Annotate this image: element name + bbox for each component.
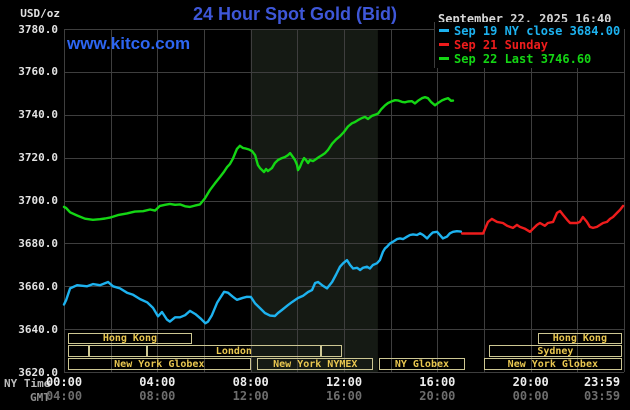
page-title: 24 Hour Spot Gold (Bid) [193, 4, 397, 24]
session-label: London [215, 345, 252, 357]
y-axis-tick: 3760.0 [18, 65, 58, 79]
x-tick-ny-time: 12:00 [325, 375, 363, 389]
x-tick-ny-time: 20:00 [512, 375, 549, 389]
x-axis-gmt-label: GMT [30, 391, 50, 404]
legend-label: Sep 22 Last 3746.60 [454, 52, 592, 66]
legend-item-sep19: Sep 19 NY close 3684.00 [435, 25, 624, 39]
legend-line-swatch-green-icon [439, 57, 449, 60]
x-tick-gmt: 08:00 [139, 389, 176, 403]
x-tick-gmt: 00:00 [512, 389, 549, 403]
legend-item-sep22: Sep 22 Last 3746.60 [435, 53, 624, 67]
y-axis-tick: 3680.0 [18, 236, 58, 250]
legend-line-swatch-cyan-icon [439, 29, 449, 32]
x-tick-ny-time: 23:59 [583, 375, 621, 389]
session-box [88, 345, 148, 357]
session-box [67, 345, 89, 357]
session-label: NY Globex [394, 358, 450, 370]
price-line-sep21 [460, 204, 625, 235]
price-line-sep19 [62, 229, 463, 325]
x-tick-ny-time: 16:00 [419, 375, 456, 389]
y-axis-tick: 3660.0 [18, 279, 58, 293]
session-box-london: London [147, 345, 321, 357]
x-tick-gmt: 12:00 [232, 389, 269, 403]
x-tick-ny-time: 08:00 [232, 375, 269, 389]
kitco-watermark-link[interactable]: www.kitco.com [67, 34, 191, 53]
session-box [320, 345, 342, 357]
price-line-sep22 [62, 95, 455, 222]
session-box-new-york-globex: New York Globex [67, 358, 252, 370]
session-label: New York NYMEX [273, 358, 358, 370]
y-axis-tick: 3740.0 [18, 108, 58, 122]
session-label: Sydney [537, 345, 574, 357]
session-label: Hong Kong [552, 333, 607, 344]
y-axis-units-label: USD/oz [20, 7, 60, 20]
session-label: New York Globex [507, 358, 598, 370]
legend-line-swatch-red-icon [439, 43, 449, 46]
y-axis-tick: 3720.0 [18, 151, 58, 165]
legend-label: Sep 19 NY close 3684.00 [454, 24, 621, 38]
legend: Sep 19 NY close 3684.00 Sep 21 Sunday Se… [434, 22, 624, 68]
session-box-hong-kong: Hong Kong [67, 333, 193, 344]
x-tick-gmt: 04:00 [45, 389, 83, 403]
y-axis-tick: 3780.0 [18, 22, 58, 36]
y-axis-tick: 3640.0 [18, 322, 58, 336]
nymex-session-band [250, 29, 378, 372]
x-tick-gmt: 20:00 [419, 389, 456, 403]
legend-label: Sep 21 Sunday [454, 38, 548, 52]
session-label: New York Globex [114, 358, 205, 370]
x-tick-ny-time: 04:00 [139, 375, 176, 389]
y-axis-tick: 3620.0 [18, 365, 58, 379]
session-box-new-york-globex: New York Globex [483, 358, 623, 370]
session-box-hong-kong: Hong Kong [537, 333, 623, 344]
session-label: Hong Kong [102, 333, 157, 344]
session-box-ny-globex: NY Globex [378, 358, 466, 370]
y-axis-tick: 3700.0 [18, 194, 58, 207]
x-tick-gmt: 16:00 [325, 389, 363, 403]
x-tick-ny-time: 00:00 [45, 375, 83, 389]
session-box-new-york-nymex: New York NYMEX [257, 358, 374, 370]
x-axis-ny-time-label: NY Time [4, 377, 51, 390]
x-tick-gmt: 03:59 [583, 389, 621, 403]
legend-item-sep21: Sep 21 Sunday [435, 39, 624, 53]
session-box-sydney: Sydney [488, 345, 623, 357]
